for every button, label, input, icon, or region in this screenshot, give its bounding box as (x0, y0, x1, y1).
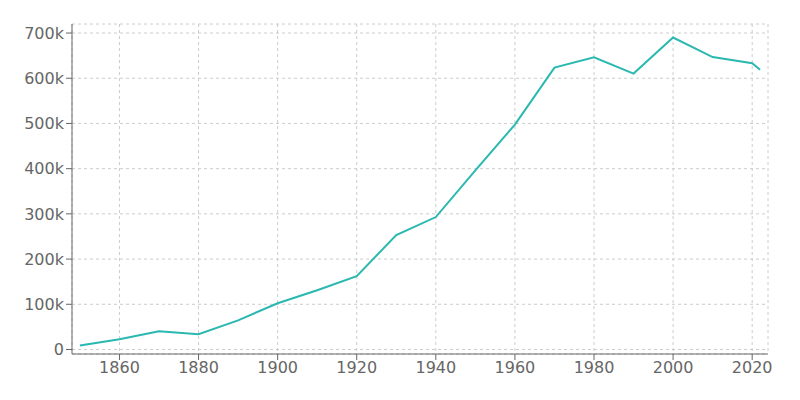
svg-text:1880: 1880 (178, 358, 219, 377)
svg-text:2020: 2020 (732, 358, 773, 377)
svg-text:1920: 1920 (336, 358, 377, 377)
svg-text:1940: 1940 (415, 358, 456, 377)
svg-text:200k: 200k (24, 250, 65, 269)
svg-text:2000: 2000 (653, 358, 694, 377)
svg-text:600k: 600k (24, 69, 65, 88)
svg-text:700k: 700k (24, 24, 65, 43)
svg-text:0: 0 (54, 340, 64, 359)
svg-text:500k: 500k (24, 114, 65, 133)
svg-text:1980: 1980 (574, 358, 615, 377)
svg-text:100k: 100k (24, 295, 65, 314)
svg-text:1900: 1900 (257, 358, 298, 377)
svg-text:300k: 300k (24, 205, 65, 224)
svg-text:1860: 1860 (99, 358, 140, 377)
svg-text:1960: 1960 (495, 358, 536, 377)
svg-text:400k: 400k (24, 159, 65, 178)
